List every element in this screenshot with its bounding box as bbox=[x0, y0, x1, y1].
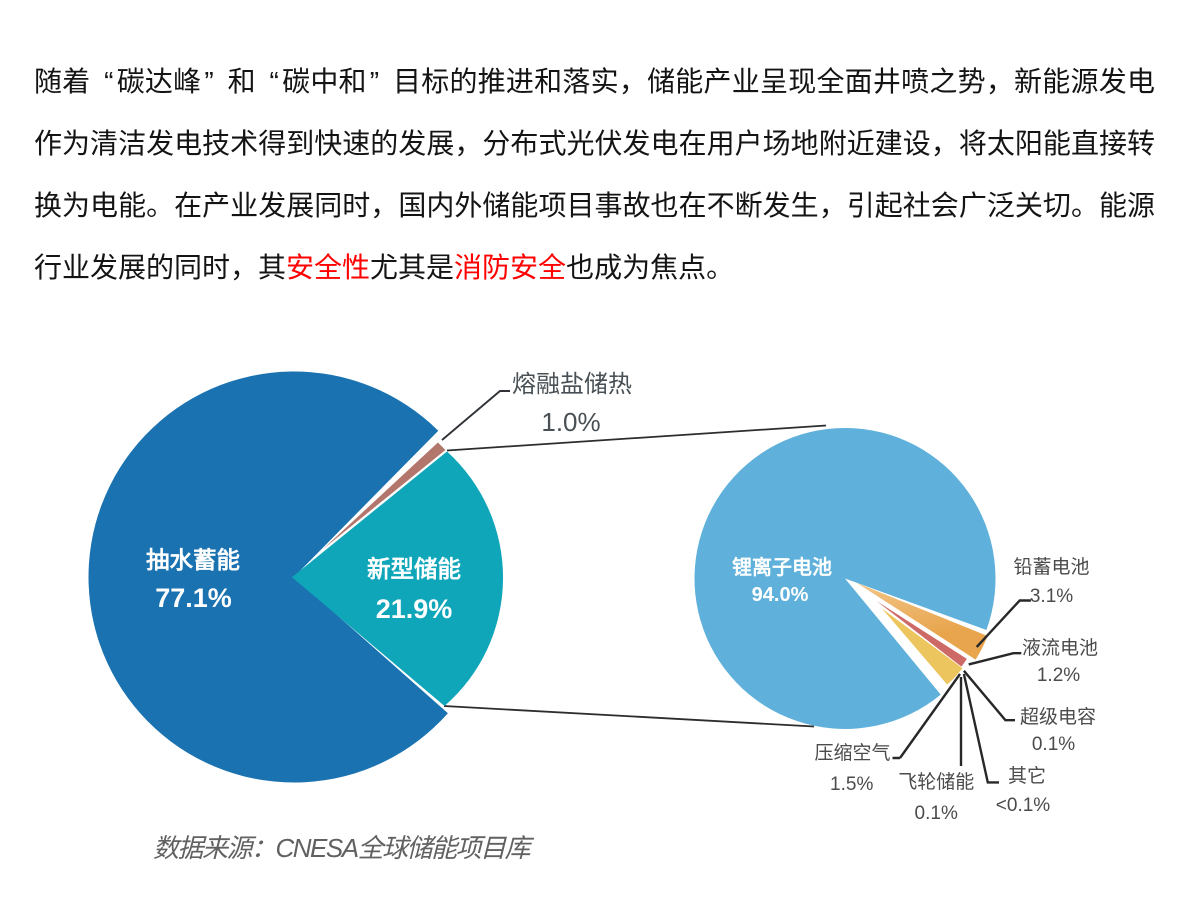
svg-text:3.1%: 3.1% bbox=[1030, 586, 1073, 607]
svg-text:21.9%: 21.9% bbox=[376, 594, 453, 624]
svg-text:新型储能: 新型储能 bbox=[367, 555, 461, 582]
svg-text:铅蓄电池: 铅蓄电池 bbox=[1013, 556, 1089, 578]
svg-text:压缩空气: 压缩空气 bbox=[814, 742, 890, 764]
svg-text:超级电容: 超级电容 bbox=[1020, 706, 1096, 728]
svg-text:1.2%: 1.2% bbox=[1037, 665, 1080, 686]
svg-text:0.1%: 0.1% bbox=[915, 803, 958, 824]
svg-text:其它: 其它 bbox=[1008, 765, 1046, 787]
svg-text:77.1%: 77.1% bbox=[155, 583, 232, 613]
svg-text:0.1%: 0.1% bbox=[1032, 734, 1075, 755]
svg-text:数据来源：CNESA全球储能项目库: 数据来源：CNESA全球储能项目库 bbox=[153, 833, 535, 863]
svg-text:液流电池: 液流电池 bbox=[1022, 637, 1098, 659]
svg-text:飞轮储能: 飞轮储能 bbox=[898, 771, 974, 793]
svg-text:抽水蓄能: 抽水蓄能 bbox=[146, 546, 240, 573]
svg-text:锂离子电池: 锂离子电池 bbox=[732, 555, 832, 579]
svg-text:1.5%: 1.5% bbox=[830, 774, 873, 795]
svg-text:<0.1%: <0.1% bbox=[996, 795, 1051, 816]
svg-text:1.0%: 1.0% bbox=[541, 407, 600, 437]
svg-text:94.0%: 94.0% bbox=[752, 584, 809, 606]
svg-text:熔融盐储热: 熔融盐储热 bbox=[512, 371, 632, 398]
